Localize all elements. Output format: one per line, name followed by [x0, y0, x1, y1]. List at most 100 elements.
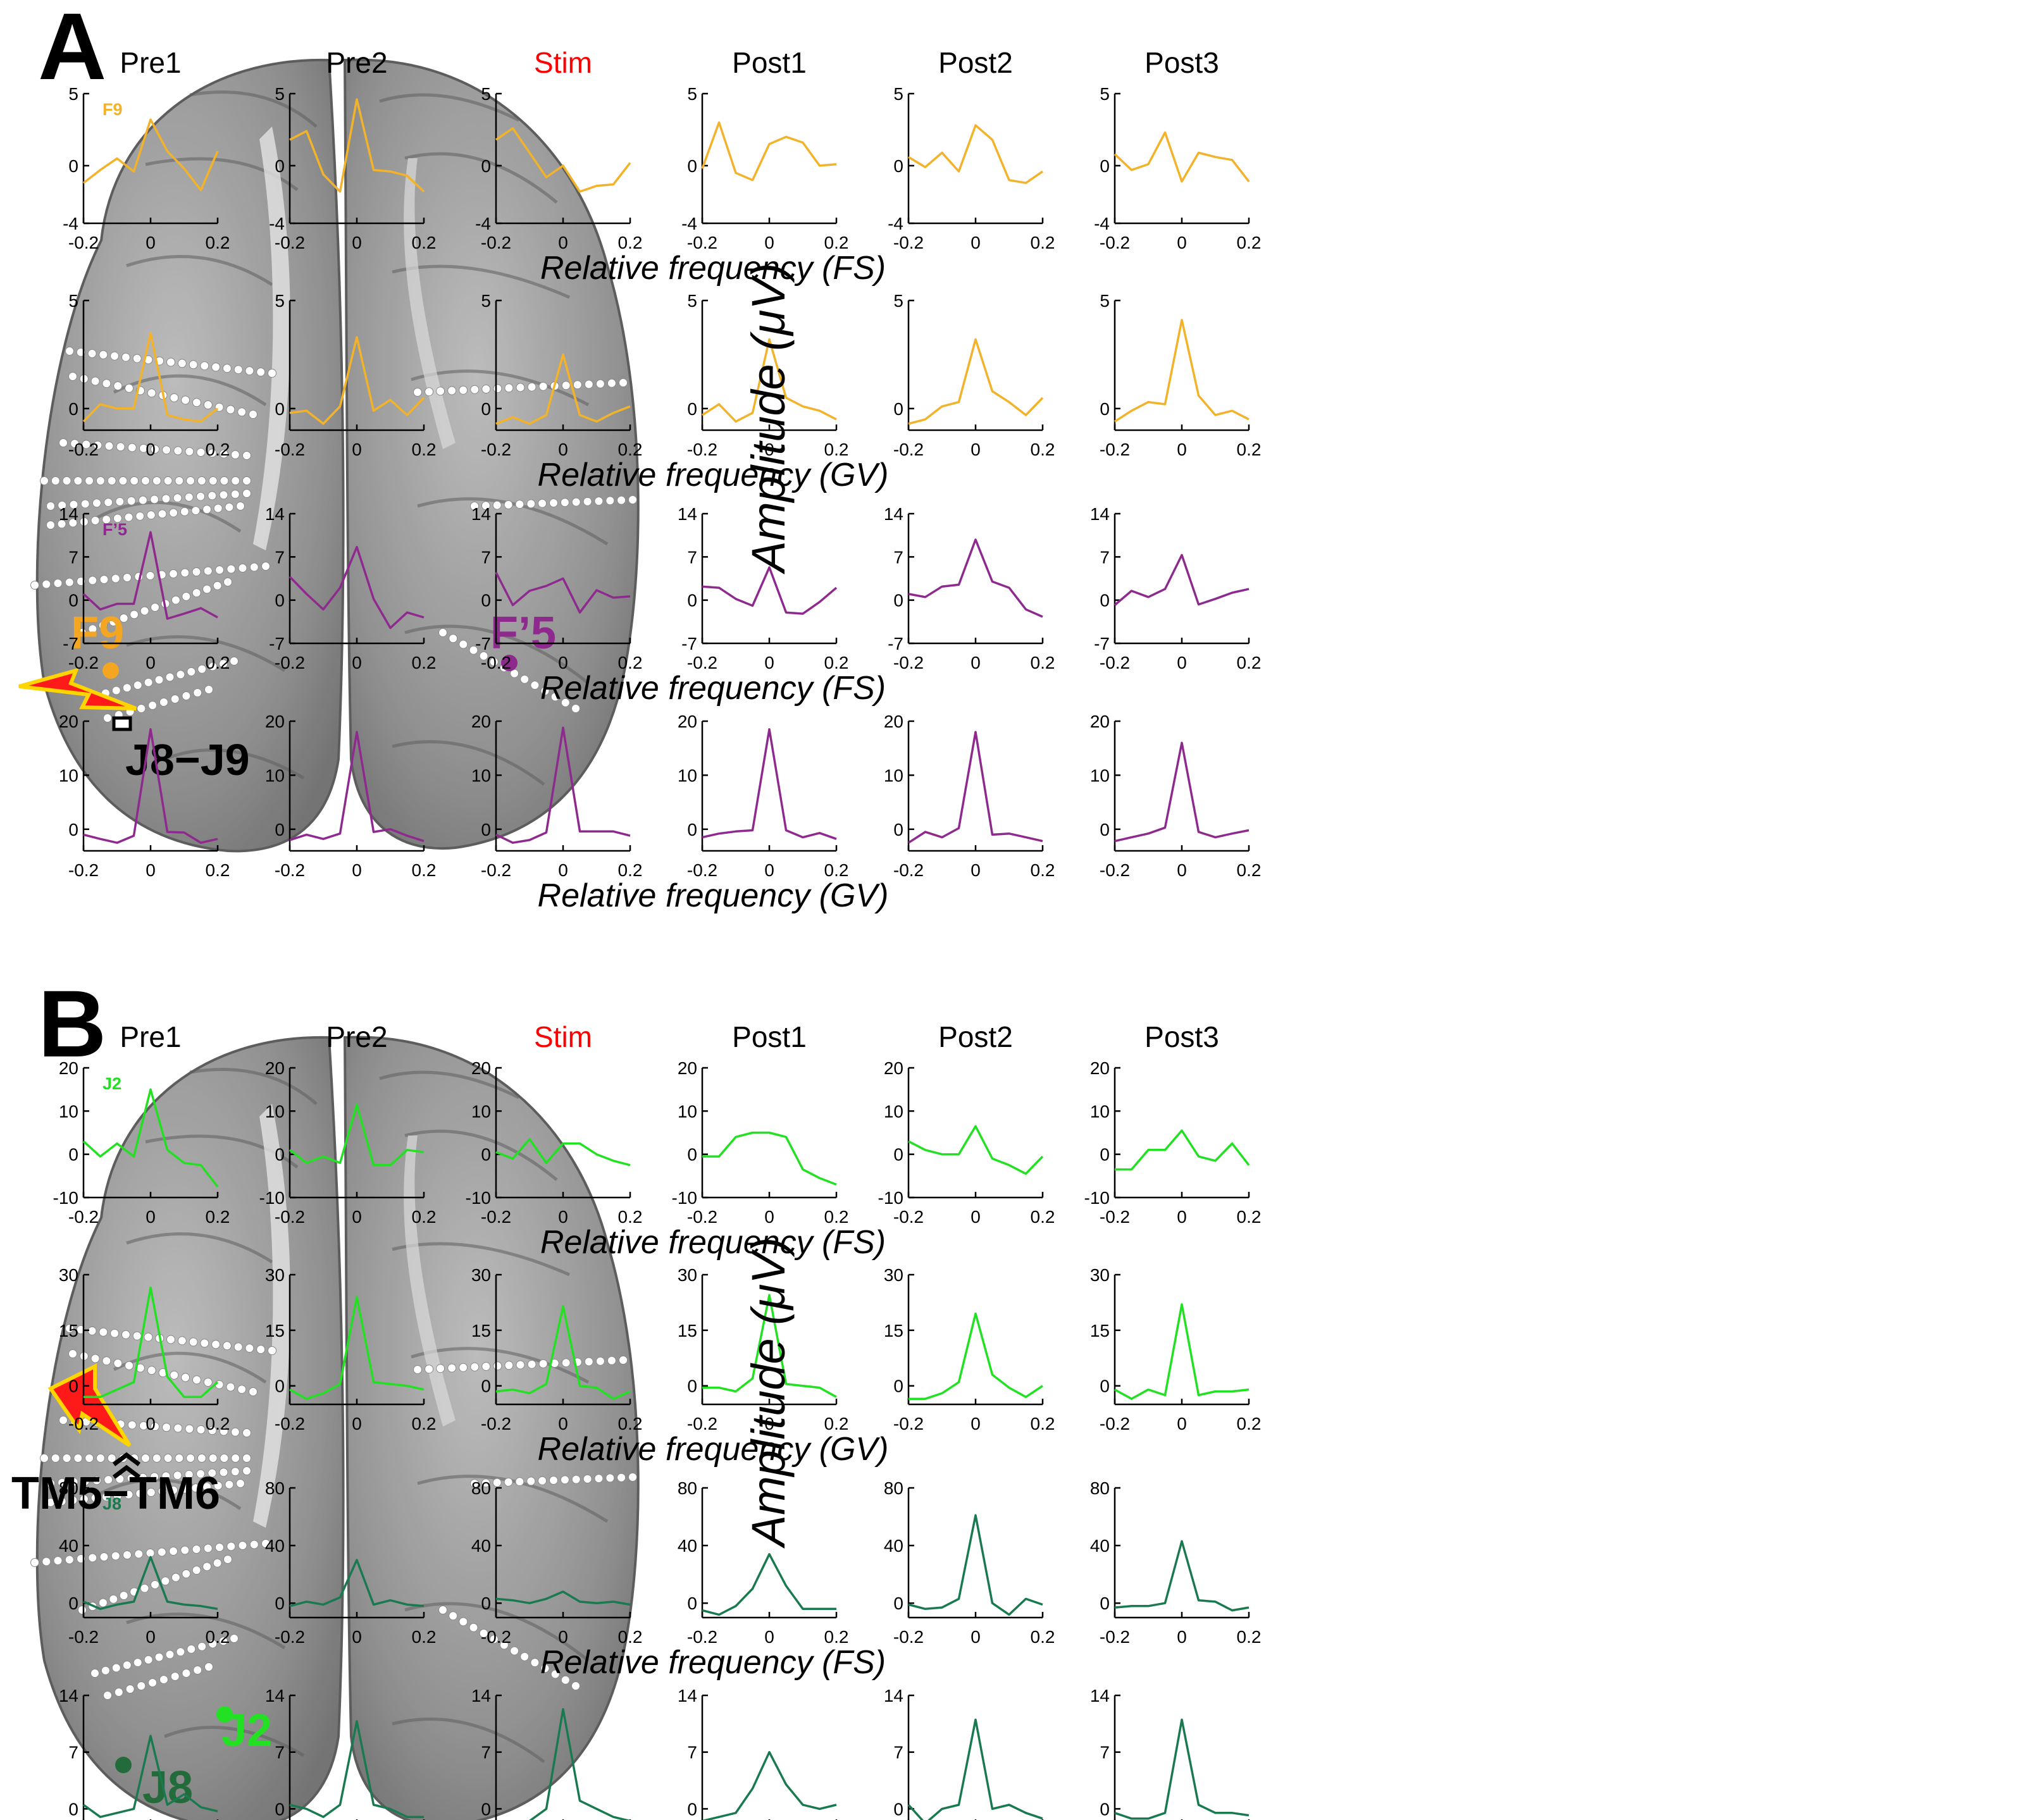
- y-tick-label: 0: [481, 156, 491, 176]
- right-hemisphere: [343, 58, 640, 850]
- column-title-pre1: Pre1: [120, 1020, 181, 1053]
- electrode-contact: [230, 1427, 240, 1437]
- x-tick-label: -0.2: [481, 860, 511, 880]
- series-line-post1: [702, 1750, 837, 1820]
- electrode-contact: [208, 449, 217, 458]
- series-line-pre2: [289, 336, 425, 425]
- electrode-contact: [68, 518, 78, 528]
- x-tick-label: 0: [1177, 860, 1187, 880]
- electrode-contact: [526, 499, 536, 509]
- y-tick-label: 10: [884, 765, 903, 785]
- electrode-contact: [113, 1491, 122, 1501]
- electrode-contact: [256, 1345, 266, 1354]
- y-tick-label: 0: [687, 1799, 697, 1819]
- y-tick-label: 0: [1100, 1799, 1110, 1819]
- series-line-pre1: [84, 1286, 219, 1399]
- y-tick-label: 14: [265, 504, 285, 524]
- y-tick-label: 5: [68, 291, 78, 311]
- y-tick-label: 0: [68, 399, 78, 419]
- electrode-contact: [203, 566, 213, 576]
- x-tick-label: 0.2: [618, 1207, 643, 1227]
- electrode-contact: [219, 449, 228, 459]
- electrode-contact: [51, 476, 60, 485]
- x-tick-label: -0.2: [275, 860, 305, 880]
- electrode-contact: [230, 657, 239, 665]
- electrode-contact: [230, 1634, 239, 1643]
- electrode-contact: [520, 1652, 530, 1661]
- electrode-contact: [96, 1454, 105, 1463]
- electrode-contact: [147, 388, 156, 398]
- electrode-contact: [173, 446, 183, 455]
- x-tick-label: -0.2: [687, 1414, 717, 1433]
- electrode-contact: [59, 1416, 68, 1425]
- x-tick-label: 0.2: [824, 233, 849, 252]
- electrode-contact: [504, 383, 514, 393]
- electrode-contact: [584, 380, 593, 389]
- electrode-contact: [493, 384, 502, 393]
- electrode-contact: [527, 1359, 537, 1369]
- electrode-contact: [132, 354, 142, 363]
- y-tick-label: 40: [1090, 1536, 1110, 1556]
- x-tick-label: 0: [971, 233, 981, 252]
- electrode-contact: [171, 595, 180, 605]
- series-line-stim: [529, 1708, 631, 1820]
- subplot-B-row3-post1: 80 40 0 -0.2 0 0.2: [678, 1478, 849, 1647]
- electrode-contact: [530, 1658, 540, 1668]
- electrode-contact: [196, 1469, 206, 1478]
- electrode-contact: [124, 1490, 133, 1499]
- electrode-contact: [161, 1576, 170, 1586]
- x-tick-label: -0.2: [68, 653, 99, 672]
- electrode-contact: [197, 1454, 206, 1463]
- electrode-contact: [550, 1669, 560, 1679]
- y-tick-label: 10: [59, 765, 78, 785]
- gyrus-fold: [126, 1232, 273, 1264]
- subplot-A-row4-pre2: 20 10 0 -0.2 0 0.2: [265, 712, 437, 880]
- electrode-contact: [65, 1555, 74, 1564]
- y-tick-label: 0: [893, 1377, 903, 1396]
- electrode-contact: [121, 1330, 130, 1339]
- series-line-pre1: [82, 1088, 219, 1187]
- electrode-contact: [189, 360, 198, 369]
- x-tick-label: 0.2: [412, 1207, 437, 1227]
- x-tick-label: -0.2: [275, 1627, 305, 1647]
- electrode-shaft: [470, 1473, 637, 1488]
- x-tick-label: 0: [558, 653, 568, 672]
- electrode-contact: [208, 1454, 218, 1463]
- electrode-contact: [268, 1346, 276, 1355]
- x-tick-label: 0: [971, 653, 981, 672]
- electrode-contact: [619, 378, 628, 387]
- y-tick-label: 30: [1090, 1265, 1110, 1285]
- y-tick-label: 0: [893, 1145, 903, 1165]
- electrode-shaft: [30, 1539, 270, 1567]
- y-tick-label: 14: [1090, 504, 1110, 524]
- x-tick-label: 0: [1177, 1414, 1187, 1433]
- electrode-contact: [125, 1685, 135, 1693]
- electrode-contact: [104, 442, 114, 450]
- subplot-B-row3-post3: 80 40 0 -0.2 0 0.2: [1090, 1478, 1262, 1647]
- electrode-contact: [242, 1454, 251, 1463]
- x-axis-label: Relative frequency (GV): [538, 1431, 889, 1468]
- y-tick-label: 7: [275, 1743, 285, 1762]
- electrode-contact: [561, 1675, 570, 1685]
- subplot-B-row2-stim: 30 15 0 -0.2 0 0.2: [471, 1265, 643, 1433]
- electrode-contact: [617, 1473, 626, 1482]
- y-tick-label: 10: [265, 765, 285, 785]
- series-line-stim: [495, 353, 631, 425]
- electrode-contact: [58, 1478, 67, 1487]
- y-tick-label: 0: [1100, 1594, 1110, 1613]
- electrode-contact: [481, 1478, 490, 1488]
- electrode-contact: [99, 1327, 108, 1337]
- lightning-bolt-icon: [18, 667, 137, 710]
- x-tick-label: -0.2: [893, 860, 924, 880]
- electrode-contact: [184, 1470, 194, 1479]
- electrode-contact: [65, 347, 74, 356]
- y-tick-label: 20: [59, 712, 78, 731]
- y-tick-label: 0: [893, 156, 903, 176]
- electrode-contact: [154, 1652, 164, 1662]
- y-tick-label: 20: [884, 712, 903, 731]
- electrode-contact: [219, 659, 228, 669]
- electrode-contact: [230, 490, 240, 499]
- electrode-contact: [78, 1606, 87, 1614]
- y-tick-label: 0: [275, 1145, 285, 1165]
